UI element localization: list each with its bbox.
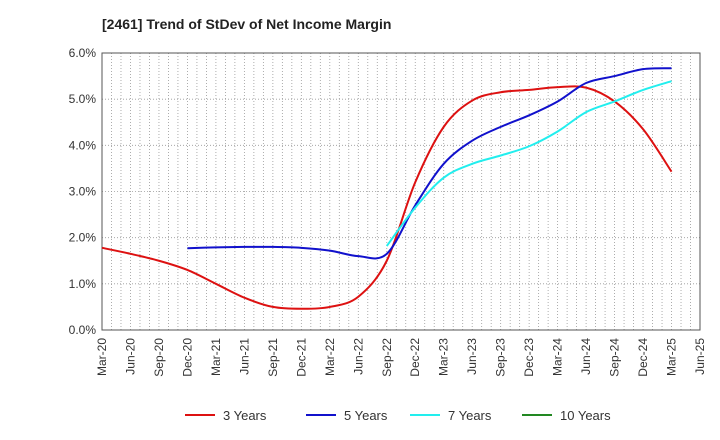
x-tick-label: Mar-25 [665, 338, 679, 376]
y-tick-label: 3.0% [69, 185, 97, 199]
plot-area [102, 53, 700, 330]
x-tick-label: Sep-24 [608, 338, 622, 377]
x-tick-label: Jun-25 [693, 338, 707, 375]
axes: 0.0% 1.0% 2.0% 3.0% 4.0% 5.0% 6.0% Mar-20 Jun-20… [69, 46, 707, 377]
x-tick-label: Mar-21 [209, 338, 223, 376]
series-line-3-years [101, 85, 673, 310]
y-tick-label: 6.0% [69, 46, 97, 60]
x-tick-label: Dec-21 [294, 338, 308, 377]
x-tick-label: Mar-24 [551, 338, 565, 376]
x-tick-label: Sep-23 [494, 338, 508, 377]
x-tick-label: Dec-22 [408, 338, 422, 377]
x-tick-label: Jun-22 [351, 338, 365, 375]
x-tick-label: Dec-24 [636, 338, 650, 377]
y-tick-label: 5.0% [69, 92, 97, 106]
plot-border [101, 52, 701, 331]
x-tick-label: Dec-23 [522, 338, 536, 377]
legend-label-5-years: 5 Years [344, 408, 388, 423]
y-tick-label: 2.0% [69, 231, 97, 245]
legend-label-10-years: 10 Years [560, 408, 611, 423]
x-tick-label: Jun-24 [579, 338, 593, 375]
x-tick-label: Jun-20 [123, 338, 137, 375]
y-tick-label: 1.0% [69, 277, 97, 291]
grid [101, 52, 701, 331]
x-tick-label: Mar-23 [437, 338, 451, 376]
x-tick-label: Jun-21 [237, 338, 251, 375]
x-tick-label: Jun-23 [465, 338, 479, 375]
series-line-7-years [385, 80, 672, 247]
x-tick-label: Dec-20 [180, 338, 194, 377]
chart-title: [2461] Trend of StDev of Net Income Marg… [102, 16, 391, 32]
x-tick-label: Sep-20 [152, 338, 166, 377]
series-lines [101, 67, 673, 310]
x-tick-label: Mar-20 [95, 338, 109, 376]
x-tick-label: Sep-22 [380, 338, 394, 377]
x-tick-label: Mar-22 [323, 338, 337, 376]
y-tick-label: 0.0% [69, 323, 97, 337]
legend-label-7-years: 7 Years [448, 408, 492, 423]
legend: 3 Years 5 Years 7 Years 10 Years [185, 408, 611, 423]
x-tick-label: Sep-21 [266, 338, 280, 377]
legend-label-3-years: 3 Years [223, 408, 267, 423]
series-line-5-years [187, 67, 672, 260]
y-tick-label: 4.0% [69, 138, 97, 152]
